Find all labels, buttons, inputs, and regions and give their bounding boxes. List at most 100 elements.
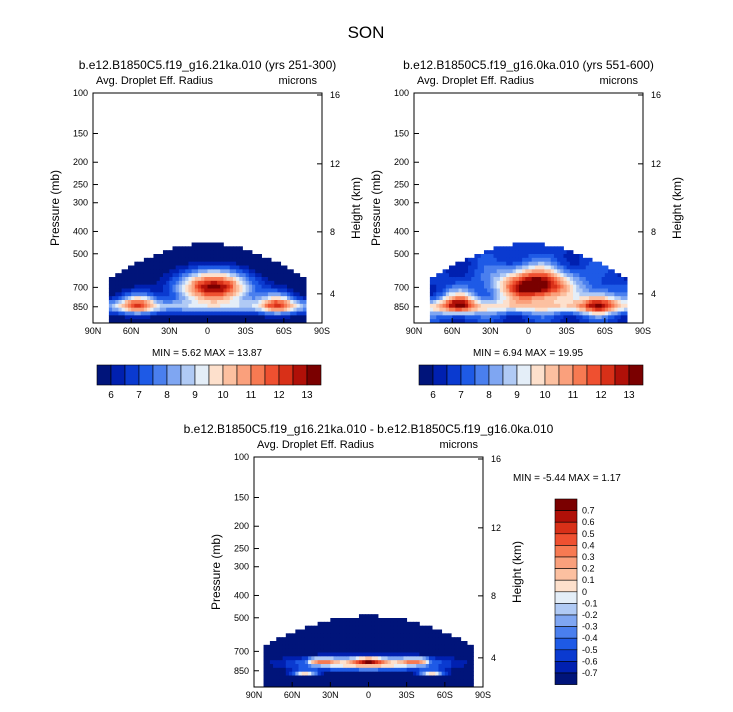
heatmap-cell [496, 307, 501, 312]
heatmap-cell [343, 667, 347, 673]
heatmap-cell [390, 683, 395, 688]
heatmap-cell [506, 273, 510, 278]
heatmap-cell [617, 319, 622, 324]
heatmap-cell [518, 311, 523, 316]
heatmap-cell [464, 303, 469, 309]
heatmap-cell [442, 292, 447, 297]
heatmap-cell [194, 277, 199, 282]
heatmap-cell [496, 319, 501, 324]
heatmap-cell [608, 300, 612, 305]
heatmap-cell [317, 671, 322, 676]
heatmap-cell [169, 273, 173, 278]
heatmap-cell [204, 292, 208, 297]
colorbar-swatch [554, 637, 578, 651]
heatmap-cell [273, 656, 277, 661]
heatmap-cell [617, 307, 622, 312]
colorbar-label: -0.4 [582, 633, 598, 643]
heatmap-cell [115, 280, 119, 286]
heatmap-cell [134, 311, 138, 316]
heatmap-cell [308, 656, 312, 661]
heatmap-cell [448, 296, 453, 301]
heatmap-cell [368, 618, 373, 623]
heatmap-cell [271, 315, 275, 320]
heatmap-cell [178, 254, 183, 259]
heatmap-cell [598, 269, 603, 274]
heatmap-cell [255, 319, 259, 324]
heatmap-cell [576, 292, 580, 297]
heatmap-cell [512, 273, 517, 278]
heatmap-cell [496, 296, 501, 301]
heatmap-cell [601, 311, 606, 316]
heatmap-cell [178, 250, 183, 255]
heatmap-cell [308, 664, 312, 669]
colorbar-swatch [544, 364, 560, 386]
heatmap-cell [188, 307, 192, 312]
heatmap-cell [457, 644, 462, 650]
heatmap-cell [483, 300, 488, 305]
heatmap-cell [204, 265, 208, 270]
heatmap-cell [448, 311, 453, 316]
heatmap-cell [512, 284, 517, 289]
heatmap-cell [442, 277, 447, 282]
heatmap-cell [277, 303, 282, 309]
heatmap-cell [620, 311, 625, 316]
heatmap-cell [226, 315, 231, 320]
heatmap-cell [406, 675, 411, 680]
panel-title: b.e12.B1850C5.f19_g16.21ka.010 - b.e12.B… [184, 422, 554, 436]
heatmap-cell [333, 664, 338, 669]
heatmap-cell [115, 273, 119, 278]
heatmap-cell [365, 614, 369, 619]
heatmap-cell [336, 637, 341, 642]
heatmap-cell [185, 246, 189, 251]
heatmap-cell [288, 675, 293, 680]
heatmap-cell [147, 277, 151, 282]
heatmap-cell [143, 257, 148, 263]
heatmap-cell [425, 637, 430, 642]
heatmap-cell [547, 292, 552, 297]
colorbar-swatch [614, 364, 630, 386]
heatmap-cell [311, 641, 315, 646]
heatmap-cell [188, 250, 192, 255]
heatmap-cell [381, 641, 385, 646]
heatmap-cell [374, 656, 379, 661]
heatmap-cell [454, 641, 458, 646]
heatmap-cell [444, 648, 449, 653]
heatmap-cell [226, 300, 231, 305]
heatmap-cell [503, 307, 507, 312]
heatmap-cell [371, 625, 376, 630]
heatmap-cell [490, 273, 494, 278]
heatmap-cell [308, 629, 312, 634]
heatmap-cell [296, 315, 301, 320]
heatmap-cell [592, 319, 596, 324]
heatmap-cell [617, 300, 622, 305]
heatmap-cell [156, 277, 161, 282]
heatmap-cell [166, 284, 170, 289]
y-tick-label: 400 [394, 226, 409, 236]
heatmap-cell [264, 265, 269, 270]
heatmap-cell [131, 280, 135, 286]
heatmap-cell [358, 652, 363, 657]
heatmap-cell [299, 303, 304, 309]
heatmap-cell [140, 277, 145, 282]
heatmap-cell [229, 277, 234, 282]
min-max-stats: MIN = 5.62 MAX = 13.87 [152, 348, 262, 359]
heatmap-cell [448, 671, 452, 676]
heatmap-cell [617, 292, 622, 297]
heatmap-cell [595, 315, 599, 320]
heatmap-cell [201, 292, 205, 297]
heatmap-cell [295, 664, 299, 669]
heatmap-cell [438, 660, 443, 665]
heatmap-cell [185, 261, 189, 266]
heatmap-cell [349, 679, 353, 684]
heatmap-cell [210, 300, 215, 305]
heatmap-cell [623, 296, 628, 301]
heatmap-cell [166, 269, 170, 274]
heatmap-cell [576, 300, 580, 305]
heatmap-cell [333, 652, 338, 657]
heatmap-cell [115, 311, 119, 316]
heatmap-cell [541, 288, 545, 293]
heatmap-cell [236, 269, 240, 274]
heatmap-cell [172, 315, 177, 320]
heatmap-cell [557, 288, 561, 293]
heatmap-cell [302, 307, 307, 312]
